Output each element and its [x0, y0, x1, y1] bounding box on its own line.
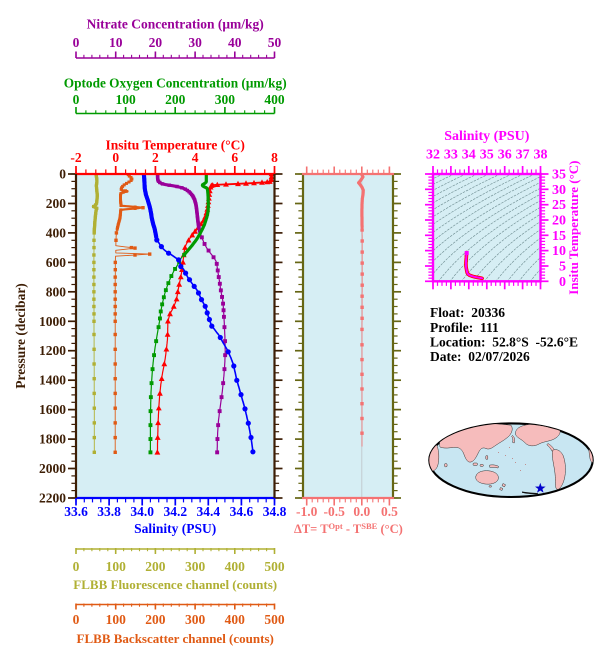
svg-text:100: 100 — [106, 559, 127, 574]
svg-text:36: 36 — [498, 148, 512, 163]
svg-text:200: 200 — [145, 559, 166, 574]
svg-text:33.6: 33.6 — [64, 504, 88, 519]
svg-text:37: 37 — [516, 148, 530, 163]
svg-text:35: 35 — [480, 148, 494, 163]
svg-text:Location: 52.8°S -52.6°E: Location: 52.8°S -52.6°E — [430, 335, 578, 350]
svg-text:Nitrate Concentration (μm/kg): Nitrate Concentration (μm/kg) — [87, 17, 264, 32]
svg-text:0.5: 0.5 — [381, 504, 398, 519]
svg-text:15: 15 — [552, 229, 566, 244]
svg-text:32: 32 — [426, 148, 440, 163]
svg-text:0: 0 — [59, 167, 66, 182]
svg-text:400: 400 — [225, 612, 246, 627]
svg-text:40: 40 — [228, 35, 242, 50]
svg-text:600: 600 — [46, 255, 67, 270]
svg-text:2000: 2000 — [39, 461, 66, 476]
svg-text:Insitu Temperature (°C): Insitu Temperature (°C) — [105, 138, 244, 153]
svg-text:ΔT= TOpt - TSBE (°C): ΔT= TOpt - TSBE (°C) — [294, 521, 403, 536]
svg-text:20: 20 — [149, 35, 163, 50]
svg-text:FLBB Backscatter channel (coun: FLBB Backscatter channel (counts) — [77, 631, 274, 646]
svg-text:FLBB Fluorescence channel (cou: FLBB Fluorescence channel (counts) — [73, 577, 277, 592]
svg-text:100: 100 — [106, 612, 127, 627]
svg-text:34.8: 34.8 — [263, 504, 287, 519]
svg-text:34.6: 34.6 — [230, 504, 254, 519]
svg-text:35: 35 — [552, 168, 566, 183]
svg-text:-2: -2 — [70, 150, 81, 165]
svg-text:10: 10 — [109, 35, 123, 50]
svg-text:2: 2 — [152, 150, 159, 165]
svg-text:38: 38 — [534, 148, 548, 163]
svg-text:Profile: 111: Profile: 111 — [430, 320, 499, 335]
svg-text:300: 300 — [185, 559, 206, 574]
svg-text:300: 300 — [215, 92, 236, 107]
svg-text:Optode Oxygen Concentration (μ: Optode Oxygen Concentration (μm/kg) — [64, 76, 287, 91]
svg-text:0: 0 — [73, 612, 80, 627]
svg-text:Date: 02/07/2026: Date: 02/07/2026 — [430, 349, 530, 364]
svg-text:34.0: 34.0 — [130, 504, 154, 519]
svg-text:34.2: 34.2 — [163, 504, 187, 519]
svg-text:1400: 1400 — [39, 373, 66, 388]
svg-text:25: 25 — [552, 198, 566, 213]
svg-text:33: 33 — [444, 148, 458, 163]
svg-text:-0.5: -0.5 — [324, 504, 346, 519]
svg-text:Salinity (PSU): Salinity (PSU) — [444, 129, 530, 144]
svg-text:1000: 1000 — [39, 314, 66, 329]
svg-text:8: 8 — [271, 150, 278, 165]
svg-text:30: 30 — [188, 35, 202, 50]
svg-text:500: 500 — [264, 559, 285, 574]
svg-text:200: 200 — [145, 612, 166, 627]
svg-text:0: 0 — [73, 35, 80, 50]
svg-text:0: 0 — [559, 275, 566, 290]
svg-text:Insitu Temperature (°C): Insitu Temperature (°C) — [566, 160, 581, 294]
svg-text:2200: 2200 — [39, 491, 66, 506]
svg-text:1600: 1600 — [39, 402, 66, 417]
svg-text:1200: 1200 — [39, 343, 66, 358]
svg-text:1800: 1800 — [39, 432, 66, 447]
svg-text:200: 200 — [165, 92, 186, 107]
svg-text:-1.0: -1.0 — [296, 504, 318, 519]
svg-text:Pressure (decibar): Pressure (decibar) — [13, 283, 28, 389]
svg-text:6: 6 — [231, 150, 238, 165]
svg-text:10: 10 — [552, 244, 566, 259]
svg-text:33.8: 33.8 — [97, 504, 121, 519]
svg-text:50: 50 — [268, 35, 282, 50]
svg-text:0: 0 — [73, 559, 80, 574]
svg-text:4: 4 — [192, 150, 199, 165]
svg-text:20: 20 — [552, 214, 566, 229]
svg-text:0: 0 — [112, 150, 119, 165]
svg-text:30: 30 — [552, 183, 566, 198]
svg-text:400: 400 — [225, 559, 246, 574]
svg-text:5: 5 — [559, 260, 566, 275]
svg-text:34: 34 — [462, 148, 476, 163]
svg-text:0.0: 0.0 — [353, 504, 370, 519]
svg-text:34.4: 34.4 — [196, 504, 220, 519]
svg-text:0: 0 — [73, 92, 80, 107]
svg-text:800: 800 — [46, 284, 67, 299]
svg-text:300: 300 — [185, 612, 206, 627]
svg-text:200: 200 — [46, 196, 67, 211]
svg-text:500: 500 — [264, 612, 285, 627]
svg-text:Float: 20336: Float: 20336 — [430, 305, 505, 320]
svg-text:Salinity (PSU): Salinity (PSU) — [134, 521, 216, 536]
svg-text:400: 400 — [264, 92, 285, 107]
svg-text:100: 100 — [115, 92, 136, 107]
svg-text:400: 400 — [46, 225, 67, 240]
